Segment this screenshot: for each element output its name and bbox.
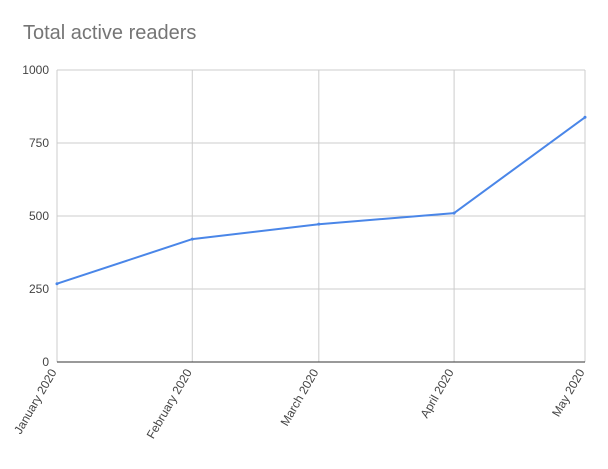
x-tick-label: January 2020 (11, 366, 60, 436)
y-tick-label: 750 (29, 136, 49, 150)
series-line (56, 116, 586, 285)
x-tick-label: February 2020 (144, 366, 195, 441)
y-tick-label: 0 (42, 355, 49, 369)
x-tick-label: May 2020 (549, 366, 588, 419)
data-point (452, 211, 456, 215)
data-point (190, 237, 194, 241)
y-tick-label: 500 (29, 209, 49, 223)
data-point (317, 222, 321, 226)
x-tick-label: April 2020 (418, 366, 457, 420)
data-point (55, 282, 59, 286)
x-tick-label: March 2020 (278, 366, 322, 428)
chart-title: Total active readers (23, 22, 197, 44)
y-tick-label: 250 (29, 282, 49, 296)
data-point (583, 115, 587, 119)
y-tick-label: 1000 (22, 63, 49, 77)
